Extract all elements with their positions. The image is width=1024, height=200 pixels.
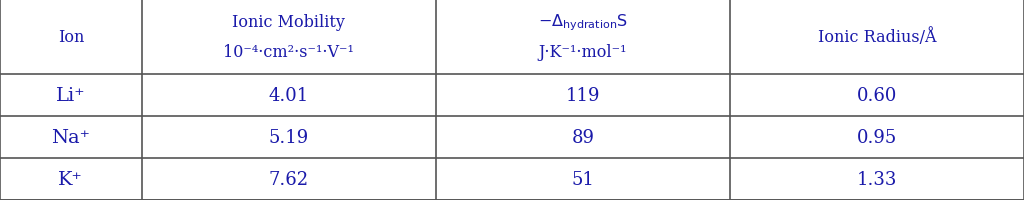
Text: Na⁺: Na⁺ — [51, 128, 90, 146]
Text: 0.95: 0.95 — [857, 128, 897, 146]
Text: 119: 119 — [565, 86, 600, 104]
Text: Ionic Mobility: Ionic Mobility — [232, 14, 345, 31]
Text: 89: 89 — [571, 128, 594, 146]
Text: 4.01: 4.01 — [268, 86, 309, 104]
Text: 7.62: 7.62 — [268, 170, 309, 188]
Text: $-\Delta_{\mathrm{hydration}}\mathrm{S}$: $-\Delta_{\mathrm{hydration}}\mathrm{S}$ — [538, 12, 628, 32]
Text: J·K⁻¹·mol⁻¹: J·K⁻¹·mol⁻¹ — [539, 44, 627, 61]
Text: 1.33: 1.33 — [857, 170, 897, 188]
Text: 51: 51 — [571, 170, 594, 188]
Text: 10⁻⁴·cm²·s⁻¹·V⁻¹: 10⁻⁴·cm²·s⁻¹·V⁻¹ — [223, 44, 354, 61]
Text: K⁺: K⁺ — [58, 170, 83, 188]
Text: Ionic Radius/Å: Ionic Radius/Å — [818, 28, 936, 46]
Text: Li⁺: Li⁺ — [56, 86, 86, 104]
Text: 5.19: 5.19 — [268, 128, 309, 146]
Text: Ion: Ion — [57, 29, 84, 46]
Text: 0.60: 0.60 — [857, 86, 897, 104]
